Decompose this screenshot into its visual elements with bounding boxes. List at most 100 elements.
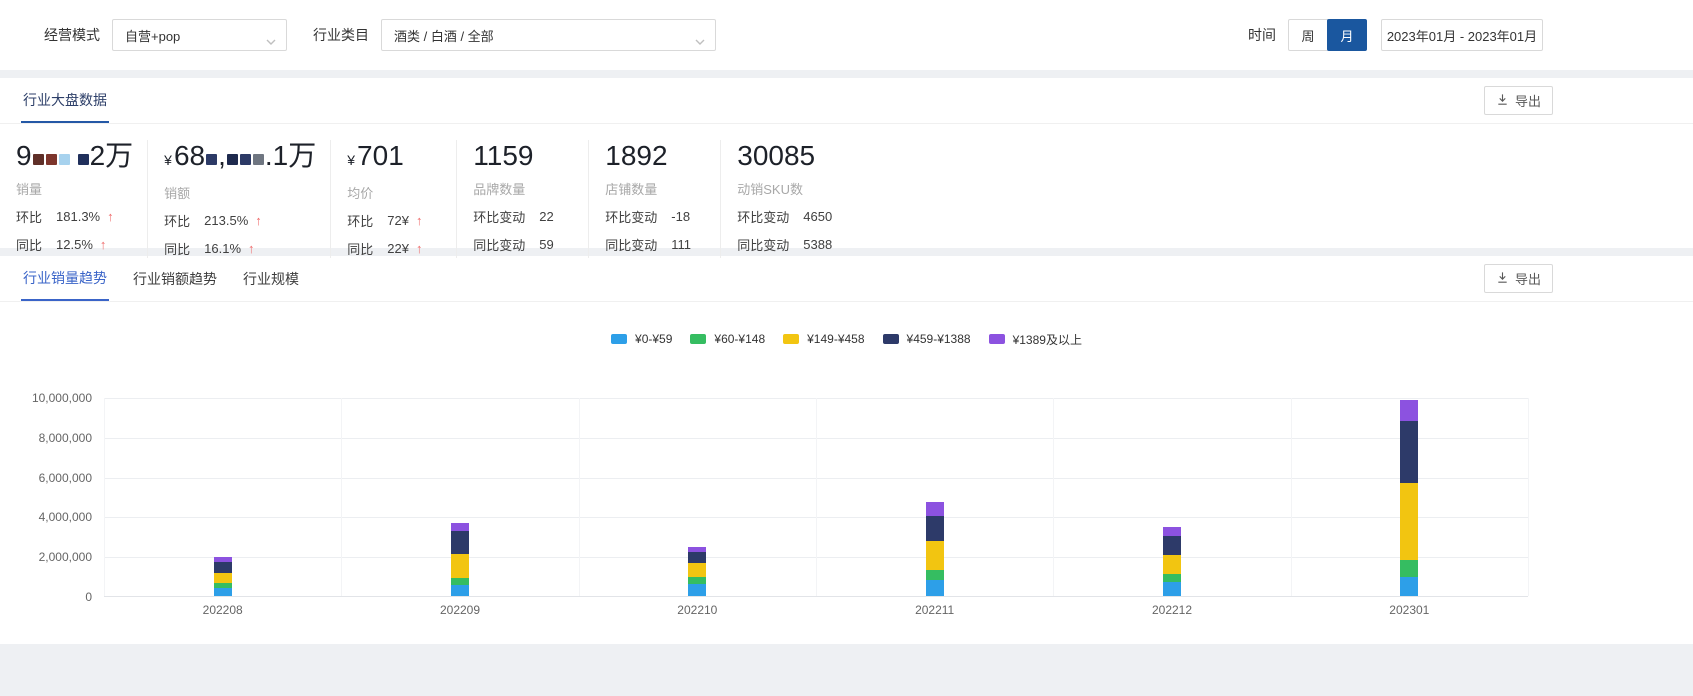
stat-compare-row: 环比 181.3% ↑ [16, 207, 133, 226]
up-arrow-icon: ↑ [415, 241, 423, 256]
bar-segment [1400, 482, 1419, 561]
redacted-block [77, 154, 89, 165]
stacked-bar [1400, 400, 1419, 596]
stat-card: 9 2万 销量 环比 181.3% ↑ 同比 12.5% ↑ [16, 140, 149, 258]
legend-item[interactable]: ¥459-¥1388 [882, 332, 971, 346]
legend-marker [988, 334, 1005, 344]
stat-value: 30085 [737, 140, 832, 172]
plot-area [104, 398, 1529, 597]
legend-item[interactable]: ¥1389及以上 [988, 331, 1082, 348]
compare-value: 22 [539, 209, 554, 224]
redacted-block [239, 154, 251, 165]
x-tick-label: 202208 [202, 603, 243, 617]
x-tick-label: 202211 [915, 603, 955, 617]
bar-segment [1400, 420, 1419, 483]
stacked-bar [213, 556, 232, 596]
redacted-block [58, 154, 70, 165]
tab-inactive[interactable]: 行业规模 [243, 271, 299, 287]
stat-value-text: 1892 [605, 140, 668, 171]
compare-key: 环比 [164, 214, 191, 229]
category-band [104, 398, 341, 596]
bar-segment [1162, 582, 1181, 596]
compare-value: 22¥ [387, 241, 409, 256]
x-tick-label: 202209 [439, 603, 481, 617]
stat-card: 1159 品牌数量 环比变动 22 同比变动 59 [473, 140, 590, 258]
stacked-bar [1162, 527, 1181, 596]
bar-segment [450, 554, 469, 579]
stat-compare-row: 同比变动 111 [605, 235, 706, 254]
compare-value: 213.5% [204, 213, 249, 228]
y-tick-label: 6,000,000 [38, 470, 92, 485]
week-button[interactable]: 周 [1288, 19, 1328, 51]
stat-compare-row: 环比 213.5% ↑ [164, 211, 316, 230]
stat-card: ¥701 均价 环比 72¥ ↑ 同比 22¥ ↑ [347, 140, 458, 258]
overview-card: 行业大盘数据 导出 9 2万 销量 环比 181.3% ↑ 同比 12.5% ↑ ¥68, .1万销… [0, 78, 1693, 258]
legend-label: ¥149-¥458 [807, 332, 865, 346]
bar-segment [450, 585, 469, 596]
gridline-vertical [578, 398, 580, 596]
mode-select[interactable]: 自营+pop [112, 19, 287, 51]
compare-key: 同比 [347, 242, 374, 257]
y-tick-label: 0 [85, 590, 92, 604]
up-arrow-icon: ↑ [99, 237, 107, 252]
compare-key: 同比 [164, 242, 191, 257]
y-tick-label: 10,000,000 [31, 391, 92, 405]
stats-row: 9 2万 销量 环比 181.3% ↑ 同比 12.5% ↑ ¥68, .1万 销额 环比 213.5% ↑… [0, 124, 1693, 258]
trend-card: 行业销量趋势 行业销额趋势 行业规模 导出 ¥0-¥59 ¥60-¥148 ¥149-¥… [0, 256, 1693, 644]
trend-tabs: 行业销量趋势 行业销额趋势 行业规模 [21, 256, 323, 301]
bar-segment [1400, 400, 1419, 421]
compare-key: 同比变动 [473, 238, 526, 253]
bar-segment [213, 583, 232, 589]
stat-value: ¥701 [347, 140, 442, 176]
legend-item[interactable]: ¥60-¥148 [690, 332, 765, 346]
stat-value-text: , [218, 140, 226, 171]
gridline-vertical [341, 398, 343, 596]
x-axis-labels: 202208 202209 202210 202211 202212 202301 [104, 597, 1528, 617]
bar-segment [925, 541, 944, 571]
bar-segment [1162, 527, 1181, 537]
bar-segment [450, 578, 469, 586]
stat-value-text: 9 [16, 140, 32, 171]
export-button-label: 导出 [1514, 94, 1541, 109]
stat-value-text: .1万 [264, 140, 317, 171]
bar-segment [450, 531, 469, 555]
chevron-down-icon [266, 33, 276, 48]
compare-value: 181.3% [56, 209, 101, 224]
tab-active[interactable]: 行业销量趋势 [21, 256, 109, 301]
compare-key: 环比变动 [473, 210, 526, 225]
chart-legend: ¥0-¥59 ¥60-¥148 ¥149-¥458 ¥459-¥1388 ¥1389及以… [0, 331, 1693, 348]
stat-compare-row: 同比变动 59 [473, 235, 574, 254]
legend-label: ¥60-¥148 [714, 332, 766, 346]
compare-key: 环比 [347, 214, 374, 229]
export-button[interactable]: 导出 [1483, 264, 1553, 293]
compare-value: 5388 [803, 237, 833, 252]
category-select[interactable]: 酒类 / 白酒 / 全部 [381, 19, 716, 51]
tab-industry-overview[interactable]: 行业大盘数据 [21, 78, 109, 123]
redacted-block [226, 154, 238, 165]
stat-label: 品牌数量 [473, 182, 526, 197]
y-tick-label: 4,000,000 [38, 510, 92, 525]
redacted-block [206, 154, 218, 165]
compare-value: 59 [539, 237, 554, 252]
bar-segment [450, 523, 469, 532]
stat-label: 店铺数量 [605, 182, 658, 197]
bar-segment [213, 588, 232, 596]
tab-inactive[interactable]: 行业销额趋势 [133, 271, 217, 287]
bar-segment [1400, 560, 1419, 578]
stat-compare-row: 同比 12.5% ↑ [16, 235, 133, 254]
legend-label: ¥1389及以上 [1012, 332, 1082, 347]
legend-item[interactable]: ¥0-¥59 [611, 332, 672, 346]
stat-value-text: 2万 [89, 140, 134, 171]
month-button[interactable]: 月 [1327, 19, 1367, 51]
category-band [1053, 398, 1290, 596]
gridline-vertical [104, 398, 105, 596]
legend-item[interactable]: ¥149-¥458 [783, 332, 865, 346]
date-range-picker[interactable]: 2023年01月 - 2023年01月 [1381, 19, 1543, 51]
x-tick-label: 202210 [677, 603, 718, 617]
category-band [341, 398, 578, 596]
stacked-bar [688, 547, 707, 596]
bar-segment [925, 580, 944, 596]
stat-value: 1892 [605, 140, 706, 172]
stat-value: 9 2万 [16, 140, 133, 172]
export-button[interactable]: 导出 [1483, 86, 1553, 115]
